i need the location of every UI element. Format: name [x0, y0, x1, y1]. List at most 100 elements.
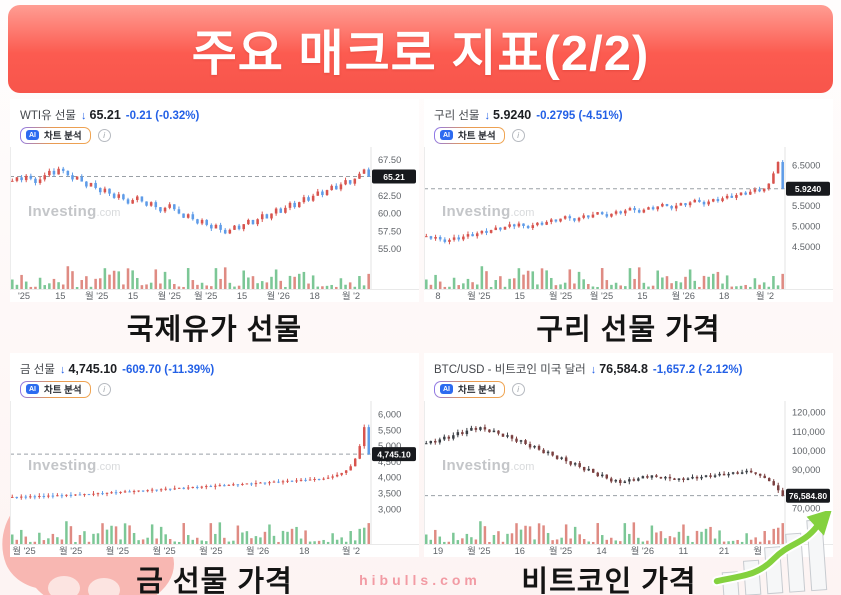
ai-button-label: 차트 분석: [44, 131, 82, 142]
instrument-change: -0.2795 (-4.51%): [536, 110, 623, 122]
info-icon[interactable]: i: [511, 382, 525, 396]
svg-text:18: 18: [719, 291, 729, 301]
svg-text:62.50: 62.50: [378, 191, 401, 201]
ai-icon: AI: [26, 130, 39, 140]
svg-text:8: 8: [435, 291, 440, 301]
svg-text:4.5000: 4.5000: [792, 242, 820, 252]
copper-chart-canvas[interactable]: Investing.com 6.5000 5.5000 5.0000 4.5000 5.…: [424, 147, 833, 302]
instrument-name: 구리 선물: [434, 110, 480, 122]
hibulls-watermark: hibulls.com: [359, 572, 481, 588]
svg-text:18: 18: [299, 546, 309, 556]
svg-text:월 '25: 월 '25: [467, 545, 490, 556]
instrument-price: 4,745.10: [68, 362, 118, 376]
svg-text:100,000: 100,000: [792, 446, 826, 456]
svg-text:월 '26: 월 '26: [672, 290, 695, 301]
instrument-header: WTI유 선물 ↓ 65.21 -0.21 (-0.32%): [10, 99, 419, 123]
svg-text:월 '25: 월 '25: [467, 290, 490, 301]
svg-text:3,500: 3,500: [378, 489, 401, 499]
ai-icon: AI: [440, 130, 453, 140]
svg-text:15: 15: [128, 291, 138, 301]
svg-text:월 '25: 월 '25: [158, 290, 181, 301]
caption-oil: 국제유가 선물: [126, 314, 303, 346]
down-arrow-icon: ↓: [81, 110, 87, 122]
chart-panel-gold: 금 선물 ↓ 4,745.10 -609.70 (-11.39%) AI 차트 분석 …: [10, 353, 419, 557]
down-arrow-icon: ↓: [59, 364, 66, 376]
caption-gold: 금 선물 가격: [136, 566, 293, 595]
svg-text:월 '25: 월 '25: [549, 290, 572, 301]
svg-text:월 '25: 월 '25: [199, 545, 222, 556]
svg-text:15: 15: [55, 291, 65, 301]
ai-icon: AI: [26, 384, 39, 394]
growth-chart-graphic: [711, 511, 833, 595]
instrument-price: 5.9240: [493, 108, 532, 122]
WTI유 선물-candles: 67.50 62.50 60.00 57.50 55.00 65.21 '25 15 월 '25…: [10, 147, 419, 301]
ai-chart-analysis-button[interactable]: AI 차트 분석: [20, 381, 91, 398]
svg-text:월 '25: 월 '25: [85, 290, 108, 301]
svg-text:월 '25: 월 '25: [152, 545, 175, 556]
svg-text:65.21: 65.21: [383, 172, 405, 182]
svg-text:4,500: 4,500: [378, 457, 401, 467]
ai-chart-analysis-button[interactable]: AI 차트 분석: [434, 381, 505, 398]
page-title: 주요 매크로 지표(2/2): [191, 26, 650, 81]
gold-chart-canvas[interactable]: Investing.com 6,000 5,500 5,000 4,500 4,000 3…: [10, 401, 419, 557]
svg-text:5.9240: 5.9240: [795, 184, 822, 194]
svg-text:월 '26: 월 '26: [267, 290, 290, 301]
ai-chart-analysis-button[interactable]: AI 차트 분석: [434, 127, 505, 144]
svg-text:'25: '25: [18, 291, 30, 301]
svg-text:월 '25: 월 '25: [549, 545, 572, 556]
svg-text:5,000: 5,000: [378, 441, 401, 451]
ai-icon: AI: [440, 384, 453, 394]
title-banner: 주요 매크로 지표(2/2): [8, 5, 833, 93]
svg-text:21: 21: [719, 546, 729, 556]
instrument-change: -609.70 (-11.39%): [122, 364, 215, 376]
svg-text:5.0000: 5.0000: [792, 221, 820, 231]
svg-text:18: 18: [310, 291, 320, 301]
BTC/USD-candles: 120,000 110,000 100,000 90,000 70,000 76,584.…: [424, 401, 833, 556]
svg-text:110,000: 110,000: [792, 427, 825, 437]
svg-text:3,000: 3,000: [378, 504, 401, 514]
svg-text:6.5000: 6.5000: [792, 160, 820, 170]
instrument-name: WTI유 선물: [20, 110, 77, 122]
info-icon[interactable]: i: [97, 128, 111, 142]
wti-chart-canvas[interactable]: Investing.com 67.50 62.50 60.00 57.50 55.00 6…: [10, 147, 419, 302]
ai-button-label: 차트 분석: [44, 385, 82, 396]
금 선물-candles: 6,000 5,500 5,000 4,500 4,000 3,500 3,000 4,745…: [10, 401, 419, 556]
svg-text:월 '2: 월 '2: [756, 290, 774, 301]
svg-text:120,000: 120,000: [792, 408, 826, 418]
down-arrow-icon: ↓: [590, 364, 597, 376]
instrument-header: 구리 선물 ↓ 5.9240 -0.2795 (-4.51%): [424, 99, 833, 123]
svg-text:57.50: 57.50: [378, 226, 401, 236]
svg-text:19: 19: [433, 546, 443, 556]
svg-text:90,000: 90,000: [792, 465, 820, 475]
instrument-change: -1,657.2 (-2.12%): [652, 364, 743, 376]
info-icon[interactable]: i: [97, 382, 111, 396]
svg-text:월 '26: 월 '26: [631, 545, 654, 556]
svg-text:4,745.10: 4,745.10: [377, 450, 411, 460]
ai-button-label: 차트 분석: [458, 131, 496, 142]
svg-text:월 '25: 월 '25: [12, 545, 35, 556]
svg-text:월 '25: 월 '25: [106, 545, 129, 556]
svg-text:월 '25: 월 '25: [59, 545, 82, 556]
info-icon[interactable]: i: [511, 128, 525, 142]
svg-text:15: 15: [515, 291, 525, 301]
svg-text:월 '2: 월 '2: [342, 545, 360, 556]
svg-text:76,584.80: 76,584.80: [789, 491, 827, 501]
svg-text:월 '26: 월 '26: [246, 545, 269, 556]
ai-button-label: 차트 분석: [458, 385, 496, 396]
caption-copper: 구리 선물 가격: [536, 314, 721, 346]
instrument-price: 65.21: [89, 108, 121, 122]
chart-panel-copper: 구리 선물 ↓ 5.9240 -0.2795 (-4.51%) AI 차트 분석 i …: [424, 99, 833, 302]
svg-text:14: 14: [596, 546, 606, 556]
svg-text:6,000: 6,000: [378, 410, 401, 420]
svg-text:4,000: 4,000: [378, 473, 401, 483]
svg-text:월 '25: 월 '25: [194, 290, 217, 301]
ai-chart-analysis-button[interactable]: AI 차트 분석: [20, 127, 91, 144]
svg-text:월 '2: 월 '2: [342, 290, 360, 301]
svg-text:11: 11: [678, 546, 688, 556]
instrument-header: BTC/USD - 비트코인 미국 달러 ↓ 76,584.8 -1,657.2 (-…: [424, 353, 833, 377]
svg-text:55.00: 55.00: [378, 244, 401, 254]
구리 선물-candles: 6.5000 5.5000 5.0000 4.5000 5.9240 8 월 '25 15 월 …: [424, 147, 833, 301]
down-arrow-icon: ↓: [484, 110, 491, 122]
svg-text:15: 15: [637, 291, 647, 301]
